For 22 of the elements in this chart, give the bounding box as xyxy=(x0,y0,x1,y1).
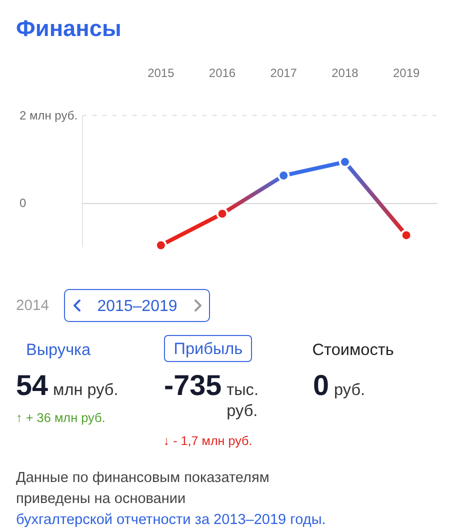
text: Стоимость xyxy=(312,340,394,360)
text: 0 xyxy=(313,369,330,404)
text: Данные по финансовым показателям приведены на основании xyxy=(16,468,270,509)
period-button: 2015–2019 xyxy=(64,289,210,322)
x-tick-label: 2018 xyxy=(332,66,359,80)
text: Выручка xyxy=(26,340,91,360)
y-tick-label: 2 млн руб. xyxy=(20,108,78,122)
text: ↑ + 36 млн руб. xyxy=(16,410,106,426)
text: руб. xyxy=(334,380,366,402)
text: бухгалтерской отчетности за 2013–2019 годы. xyxy=(16,510,327,530)
text: 2014 xyxy=(16,298,49,316)
text: -735 xyxy=(164,369,222,404)
text: млн руб. xyxy=(53,380,118,402)
x-tick-label: 2015 xyxy=(148,66,175,80)
text: ↓ - 1,7 млн руб. xyxy=(163,434,252,450)
tab-button: Прибыль xyxy=(164,335,252,362)
text: 54 xyxy=(16,369,48,404)
chart-title: Финансы xyxy=(16,14,122,41)
x-tick-label: 2016 xyxy=(208,66,236,80)
text: тыс. руб. xyxy=(226,380,260,422)
x-tick-label: 2017 xyxy=(270,66,298,80)
x-tick-label: 2019 xyxy=(392,66,420,80)
